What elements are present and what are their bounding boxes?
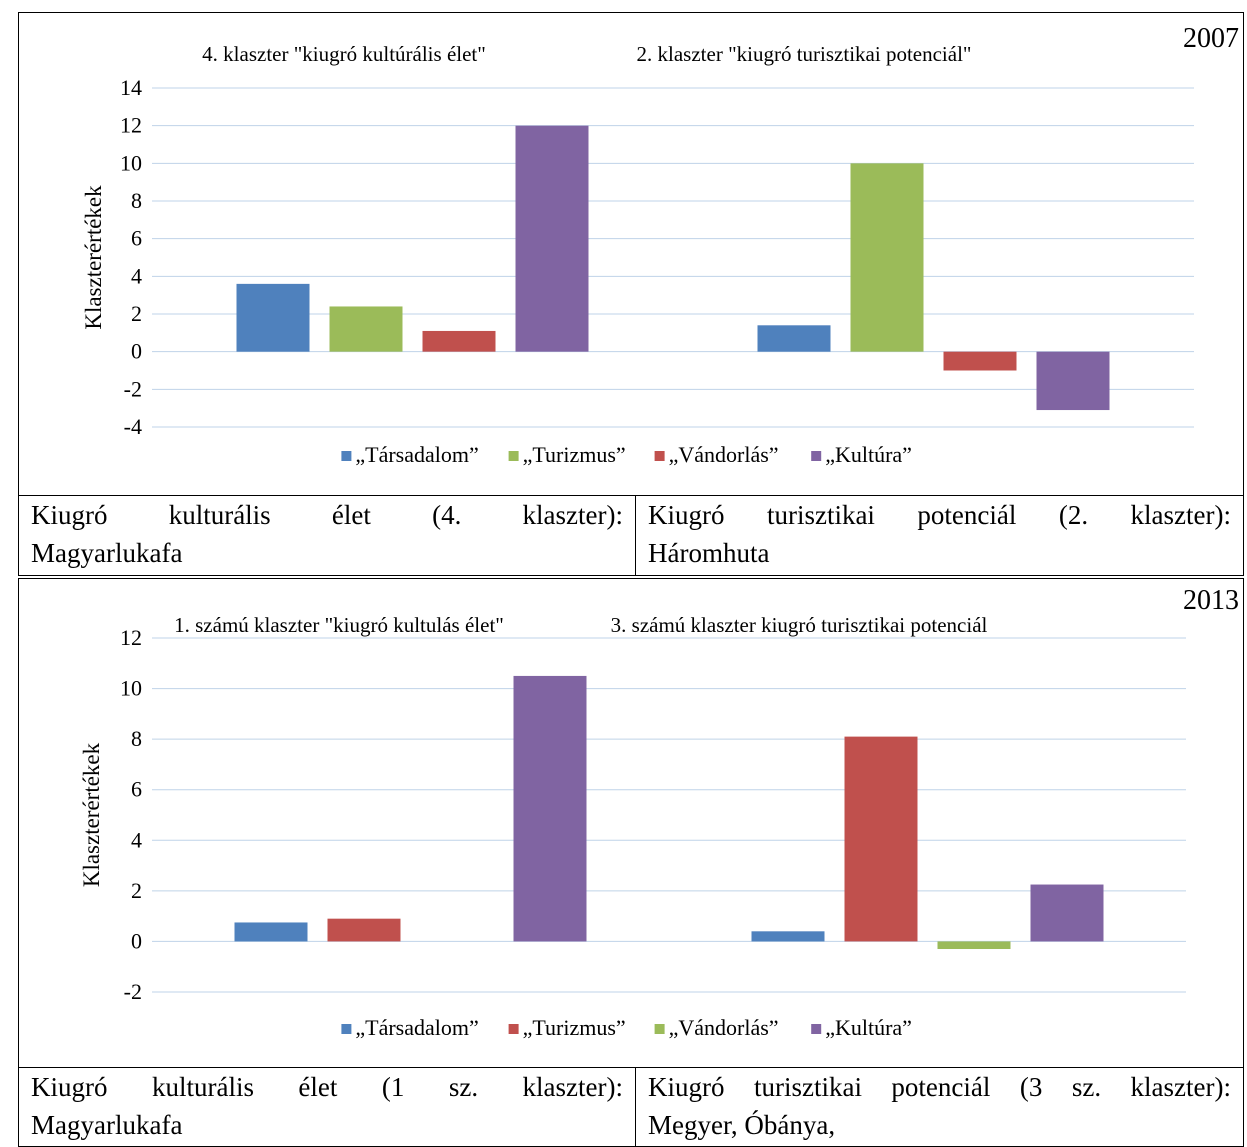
caption-right: Kiugró turisztikai potenciál (2. klaszte…	[635, 496, 1243, 575]
y-tick-label: 2	[131, 301, 142, 326]
caption-row-2007: Kiugró kulturális élet (4. klaszter): Ma…	[18, 496, 1244, 576]
bar	[513, 675, 587, 942]
y-tick-label: 8	[131, 188, 142, 213]
bar	[329, 306, 403, 352]
caption-left: Kiugró kulturális élet (1 sz. klaszter):…	[19, 1068, 635, 1146]
legend-label: „Vándorlás”	[669, 442, 779, 467]
y-tick-label: 12	[120, 113, 142, 138]
legend-label: „Kultúra”	[825, 1015, 912, 1040]
bar	[236, 283, 310, 352]
caption-left: Kiugró kulturális élet (4. klaszter): Ma…	[19, 496, 635, 575]
legend-label: „Turizmus”	[523, 1015, 626, 1040]
y-tick-label: 10	[120, 676, 142, 701]
bar	[850, 163, 924, 352]
y-tick-label: 2	[131, 878, 142, 903]
legend-label: „Társadalom”	[355, 442, 478, 467]
caption-left-line1: Kiugró kulturális élet (4. klaszter):	[31, 500, 623, 530]
caption-right: Kiugró turisztikai potenciál (3 sz. klas…	[635, 1068, 1243, 1146]
y-tick-label: 4	[131, 263, 142, 288]
y-tick-label: 4	[131, 827, 142, 852]
legend-swatch	[811, 1024, 822, 1034]
group-title: 1. számú klaszter "kiugró kultulás élet"	[174, 613, 504, 637]
bar	[422, 330, 496, 352]
legend-swatch	[654, 1024, 665, 1034]
legend-swatch	[654, 451, 665, 461]
bar	[844, 736, 918, 942]
group-title: 3. számú klaszter kiugró turisztikai pot…	[611, 613, 988, 637]
y-tick-label: 0	[131, 339, 142, 364]
caption-right-line2: Megyer, Óbánya,	[648, 1110, 836, 1140]
legend-swatch	[811, 451, 822, 461]
y-axis-label: Klaszterértékek	[81, 185, 106, 330]
chart-2007-svg: -4 -2 0 2 4 6 8 10 12 14 Klaszterértékek 4. klaszte…	[81, 42, 1194, 467]
legend-label: „Társadalom”	[355, 1015, 478, 1040]
chart-year-label: 2013	[1183, 585, 1239, 616]
bar	[943, 351, 1017, 371]
bar	[515, 125, 589, 352]
chart-2007: -4 -2 0 2 4 6 8 10 12 14 Klaszterértékek 4. klaszte…	[18, 12, 1244, 496]
legend-label: „Kultúra”	[825, 442, 912, 467]
bar	[937, 941, 1011, 950]
legend-swatch	[341, 451, 352, 461]
y-tick-label: -2	[124, 979, 142, 1004]
y-tick-label: 12	[120, 625, 142, 650]
legend-swatch	[341, 1024, 352, 1034]
bar	[327, 918, 401, 942]
group-title: 4. klaszter "kiugró kultúrális élet"	[202, 42, 486, 66]
caption-right-line2: Háromhuta	[648, 538, 770, 568]
y-tick-label: 10	[120, 150, 142, 175]
y-tick-label: 14	[120, 75, 142, 100]
chart-2013-svg: -2 0 2 4 6 8 10 12 Klaszterértékek 1. számú klasz…	[79, 613, 1186, 1040]
legend-label: „Turizmus”	[523, 442, 626, 467]
chart-year-label: 2007	[1183, 23, 1239, 54]
y-tick-label: 6	[131, 226, 142, 251]
caption-left-line1: Kiugró kulturális élet (1 sz. klaszter):	[31, 1072, 623, 1102]
bar	[234, 922, 308, 942]
bar	[1036, 351, 1110, 411]
group-title: 2. klaszter "kiugró turisztikai potenciá…	[637, 42, 972, 66]
bar	[1030, 884, 1104, 942]
caption-right-line1: Kiugró turisztikai potenciál (3 sz. klas…	[648, 1072, 1231, 1102]
legend-swatch	[508, 1024, 519, 1034]
legend-label: „Vándorlás”	[669, 1015, 779, 1040]
y-tick-label: 8	[131, 726, 142, 751]
chart-2013: -2 0 2 4 6 8 10 12 Klaszterértékek 1. számú klasz…	[18, 578, 1244, 1068]
bar	[751, 931, 825, 942]
y-tick-label: 6	[131, 777, 142, 802]
y-tick-label: -4	[124, 414, 142, 439]
bar	[757, 325, 831, 352]
y-tick-label: 0	[131, 928, 142, 953]
y-axis-label: Klaszterértékek	[79, 742, 104, 887]
caption-left-line2: Magyarlukafa	[31, 1110, 183, 1140]
caption-right-line1: Kiugró turisztikai potenciál (2. klaszte…	[648, 500, 1231, 530]
caption-left-line2: Magyarlukafa	[31, 538, 183, 568]
legend-swatch	[508, 451, 519, 461]
y-tick-label: -2	[124, 376, 142, 401]
caption-row-2013: Kiugró kulturális élet (1 sz. klaszter):…	[18, 1068, 1244, 1147]
